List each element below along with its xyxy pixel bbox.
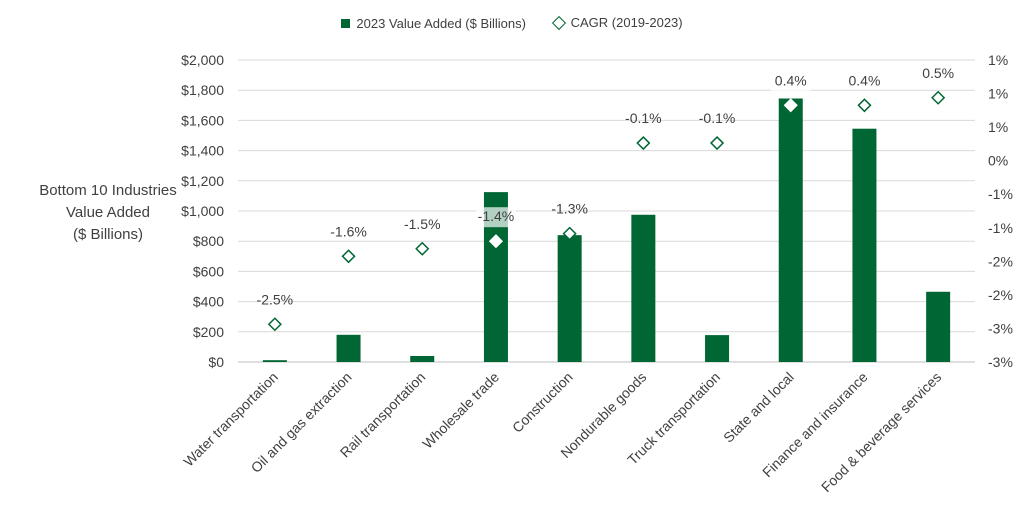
cagr-marker bbox=[857, 98, 872, 113]
bar bbox=[852, 128, 877, 362]
bar bbox=[410, 355, 435, 362]
data-label: -0.1% bbox=[699, 110, 736, 126]
cagr-marker bbox=[636, 135, 651, 151]
cagr-marker bbox=[415, 241, 430, 256]
right-tick-label: -1% bbox=[988, 186, 1013, 202]
data-label: 0.4% bbox=[848, 72, 880, 88]
y-axis-title-line: Bottom 10 Industries bbox=[39, 182, 177, 199]
cagr-marker bbox=[267, 317, 282, 332]
right-tick-label: 1% bbox=[988, 86, 1008, 102]
y-tick-label: $1,200 bbox=[181, 173, 224, 189]
y-tick-label: $1,400 bbox=[181, 143, 224, 159]
y-axis-title-line: Value Added bbox=[66, 204, 150, 221]
legend-item-marker: CAGR (2019-2023) bbox=[551, 15, 683, 30]
legend-marker-label: CAGR (2019-2023) bbox=[570, 15, 683, 30]
legend-item-bar: 2023 Value Added ($ Billions) bbox=[341, 16, 526, 31]
data-label: -0.1% bbox=[625, 110, 662, 126]
data-label-background bbox=[770, 71, 811, 92]
right-tick-label: -3% bbox=[988, 320, 1013, 336]
data-label: 0.4% bbox=[775, 72, 807, 88]
right-tick-label: -2% bbox=[988, 287, 1013, 303]
bar bbox=[778, 98, 803, 362]
data-label: -1.4% bbox=[478, 208, 515, 224]
y-tick-label: $1,000 bbox=[181, 203, 224, 219]
cagr-marker bbox=[783, 98, 798, 113]
data-label-background bbox=[475, 207, 516, 228]
y-tick-label: $200 bbox=[193, 324, 224, 340]
y-tick-label: $800 bbox=[193, 233, 224, 249]
cagr-marker bbox=[562, 226, 577, 241]
right-tick-label: -2% bbox=[988, 253, 1013, 269]
data-label: -1.3% bbox=[551, 201, 588, 217]
x-tick-label: Wholesale trade bbox=[419, 369, 502, 452]
y-tick-label: $2,000 bbox=[181, 52, 224, 68]
bar bbox=[926, 291, 951, 362]
cagr-marker bbox=[931, 90, 946, 105]
bar bbox=[336, 334, 361, 362]
cagr-marker bbox=[341, 249, 356, 264]
x-tick-label: State and local bbox=[720, 369, 797, 446]
right-tick-label: 0% bbox=[988, 153, 1008, 169]
y-axis-title: Bottom 10 Industries Value Added ($ Bill… bbox=[18, 180, 198, 246]
bar bbox=[262, 360, 287, 362]
y-axis-title-line: ($ Billions) bbox=[72, 226, 144, 243]
right-tick-label: -3% bbox=[988, 354, 1013, 370]
cagr-marker bbox=[709, 135, 725, 151]
cagr-marker bbox=[488, 234, 504, 249]
data-label: 0.5% bbox=[922, 65, 954, 81]
right-tick-label: -1% bbox=[988, 220, 1013, 236]
x-tick-label: Food & beverage services bbox=[818, 369, 944, 495]
bar bbox=[705, 335, 730, 362]
bar bbox=[631, 214, 656, 362]
data-label: -2.5% bbox=[257, 291, 294, 307]
right-tick-label: 1% bbox=[988, 119, 1008, 135]
data-label: -1.6% bbox=[330, 223, 367, 239]
legend: 2023 Value Added ($ Billions) CAGR (2019… bbox=[0, 15, 1024, 31]
y-tick-label: $400 bbox=[193, 294, 224, 310]
y-tick-label: $1,800 bbox=[181, 82, 224, 98]
y-tick-label: $600 bbox=[193, 263, 224, 279]
legend-bar-label: 2023 Value Added ($ Billions) bbox=[356, 15, 526, 31]
legend-bar-swatch bbox=[341, 18, 351, 28]
y-tick-label: $0 bbox=[208, 354, 224, 370]
y-tick-label: $1,600 bbox=[181, 112, 224, 128]
data-label: -1.5% bbox=[404, 216, 441, 232]
x-tick-label: Construction bbox=[509, 369, 576, 436]
right-tick-label: 1% bbox=[988, 52, 1008, 68]
bar bbox=[557, 235, 582, 362]
